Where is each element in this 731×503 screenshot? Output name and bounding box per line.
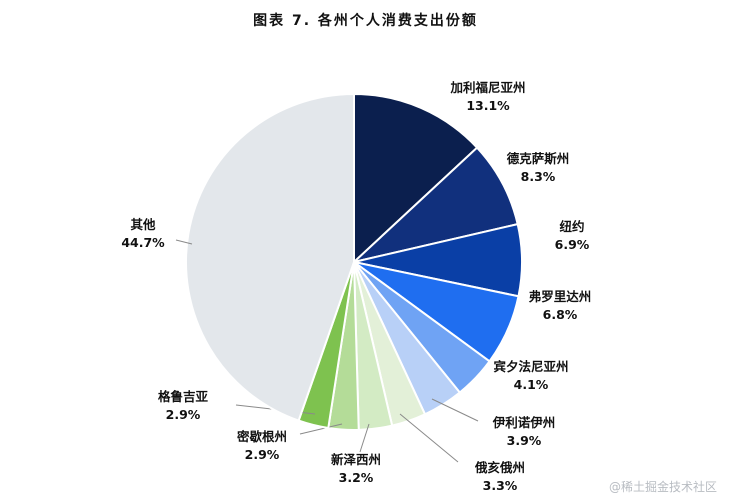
slice-value-label: 4.1% — [514, 377, 549, 392]
leader-line — [431, 398, 479, 422]
slice-value-label: 2.9% — [166, 407, 201, 422]
slice-value-label: 3.3% — [483, 478, 518, 493]
pie-slice — [185, 92, 355, 422]
slice-value-label: 6.8% — [543, 307, 578, 322]
slice-label: 新泽西州 — [331, 452, 381, 467]
slice-label: 宾夕法尼亚州 — [493, 359, 568, 374]
slice-label: 加利福尼亚州 — [449, 80, 525, 95]
slice-value-label: 44.7% — [121, 235, 165, 250]
slice-label: 格鲁吉亚 — [158, 389, 209, 404]
slice-label: 纽约 — [559, 219, 584, 234]
pie-slice — [353, 92, 479, 265]
chart-title: 图表 7. 各州个人消费支出份额 — [253, 13, 478, 29]
slice-label: 密歇根州 — [236, 429, 287, 444]
slice-value-label: 2.9% — [245, 447, 280, 462]
leader-line — [175, 239, 193, 245]
leader-line — [399, 413, 459, 463]
slice-label: 俄亥俄州 — [474, 460, 525, 475]
leader-line — [299, 423, 343, 435]
slice-label: 其他 — [130, 217, 156, 232]
watermark: @稀土掘金技术社区 — [608, 480, 717, 494]
slice-value-label: 3.9% — [507, 433, 542, 448]
slice-label: 德克萨斯州 — [507, 151, 570, 166]
slice-value-label: 6.9% — [555, 237, 590, 252]
slice-label: 伊利诺伊州 — [492, 415, 556, 430]
leader-line — [359, 423, 370, 453]
slice-label: 弗罗里达州 — [529, 289, 592, 304]
slice-value-label: 3.2% — [339, 470, 374, 485]
slice-value-label: 13.1% — [466, 98, 510, 113]
slice-value-label: 8.3% — [521, 169, 556, 184]
